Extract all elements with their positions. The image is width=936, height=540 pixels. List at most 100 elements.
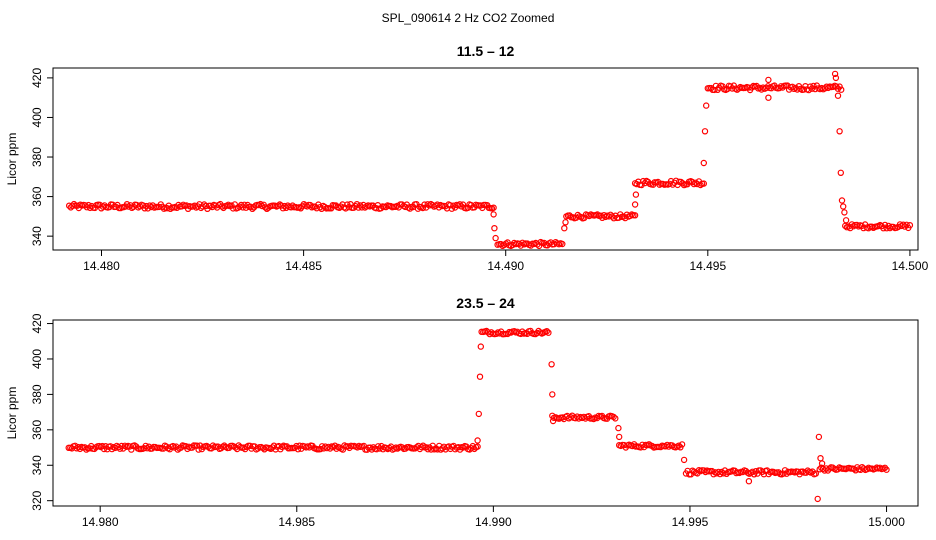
- data-point: [476, 373, 484, 380]
- data-point: [631, 201, 639, 208]
- data-point: [837, 169, 845, 176]
- y-tick-label: 420: [30, 313, 44, 333]
- y-tick-label: 360: [30, 419, 44, 439]
- data-point: [545, 329, 552, 336]
- plot-frame: [52, 67, 919, 251]
- data-point: [638, 181, 645, 189]
- data-point: [193, 442, 201, 449]
- data-point: [815, 433, 823, 441]
- data-point: [701, 128, 709, 135]
- x-tick-label: 14.485: [285, 259, 322, 273]
- data-point: [559, 240, 566, 248]
- chart-panel-2: 23.5 – 24 14.980 14.985 14.990 14.995 15.000 3…: [5, 295, 919, 529]
- data-point: [249, 205, 256, 212]
- data-point: [903, 221, 910, 228]
- data-point: [459, 201, 467, 208]
- x-tick-label: 14.995: [672, 515, 709, 529]
- data-point: [491, 224, 498, 232]
- y-axis-label: Licor ppm: [5, 387, 19, 440]
- data-point: [842, 217, 850, 224]
- data-point: [566, 212, 573, 219]
- data-point: [70, 200, 78, 208]
- data-point: [700, 159, 708, 167]
- data-point: [424, 446, 432, 453]
- data-point: [703, 102, 710, 109]
- x-tick-label: 14.990: [475, 515, 512, 529]
- data-point: [906, 221, 914, 229]
- data-point: [612, 415, 619, 422]
- data-point: [562, 219, 569, 226]
- data-point: [838, 197, 846, 204]
- data-point: [128, 446, 135, 453]
- data-point: [678, 441, 686, 448]
- data-point: [700, 180, 708, 187]
- data-point: [730, 82, 738, 89]
- data-point: [561, 224, 568, 232]
- data-point: [881, 221, 889, 229]
- data-point: [610, 413, 617, 421]
- data-point: [675, 442, 683, 449]
- data-point: [549, 391, 556, 398]
- y-tick-label: 400: [30, 349, 44, 369]
- y-tick-label: 340: [30, 455, 44, 475]
- y-tick-label: 360: [30, 186, 44, 206]
- data-point: [225, 201, 232, 208]
- data-point: [477, 343, 484, 350]
- data-point: [817, 455, 824, 462]
- data-point: [543, 328, 551, 335]
- data-point: [406, 205, 414, 212]
- data-point: [83, 446, 90, 453]
- data-points: [65, 70, 914, 250]
- data-point: [841, 209, 848, 216]
- data-point: [883, 466, 890, 473]
- data-point: [880, 224, 887, 232]
- data-point: [861, 221, 869, 228]
- data-point: [680, 456, 688, 464]
- data-points: [65, 327, 890, 503]
- x-tick-label: 14.980: [82, 515, 119, 529]
- plot-frame: [52, 319, 919, 507]
- data-point: [838, 86, 845, 93]
- data-point: [631, 212, 639, 219]
- x-tick-label: 14.480: [83, 259, 120, 273]
- data-point: [834, 92, 842, 99]
- data-point: [549, 417, 557, 425]
- data-point: [840, 203, 847, 210]
- data-point: [776, 84, 783, 92]
- data-point: [490, 204, 497, 211]
- data-point: [419, 442, 427, 449]
- data-point: [836, 83, 843, 90]
- data-point: [814, 495, 821, 503]
- data-point: [831, 70, 839, 78]
- data-point: [745, 478, 753, 485]
- data-point: [490, 211, 497, 218]
- data-point: [805, 86, 812, 94]
- x-tick-label: 15.000: [868, 515, 905, 529]
- x-tick-label: 14.490: [487, 259, 524, 273]
- data-point: [548, 361, 555, 368]
- data-point: [690, 180, 698, 188]
- data-point: [169, 442, 177, 450]
- data-point: [810, 82, 817, 90]
- data-point: [765, 76, 772, 84]
- data-point: [765, 94, 772, 101]
- data-point: [632, 191, 640, 198]
- panel-title: 23.5 – 24: [456, 295, 515, 311]
- x-tick-label: 14.500: [892, 259, 929, 273]
- y-tick-label: 340: [30, 226, 44, 246]
- chart-panels: 11.5 – 12 14.480 14.485 14.490 14.495 14.500 3…: [5, 43, 929, 529]
- data-point: [615, 424, 622, 432]
- figure-title: SPL_090614 2 Hz CO2 Zoomed: [382, 11, 555, 25]
- data-point: [836, 128, 843, 135]
- y-axis-label: Licor ppm: [5, 133, 19, 186]
- data-point: [294, 446, 302, 453]
- data-point: [847, 224, 854, 232]
- y-tick-label: 420: [30, 68, 44, 88]
- y-tick-label: 380: [30, 384, 44, 404]
- y-tick-label: 320: [30, 490, 44, 510]
- data-point: [474, 437, 481, 444]
- data-point: [750, 471, 758, 478]
- data-point: [590, 415, 597, 423]
- y-tick-label: 400: [30, 107, 44, 127]
